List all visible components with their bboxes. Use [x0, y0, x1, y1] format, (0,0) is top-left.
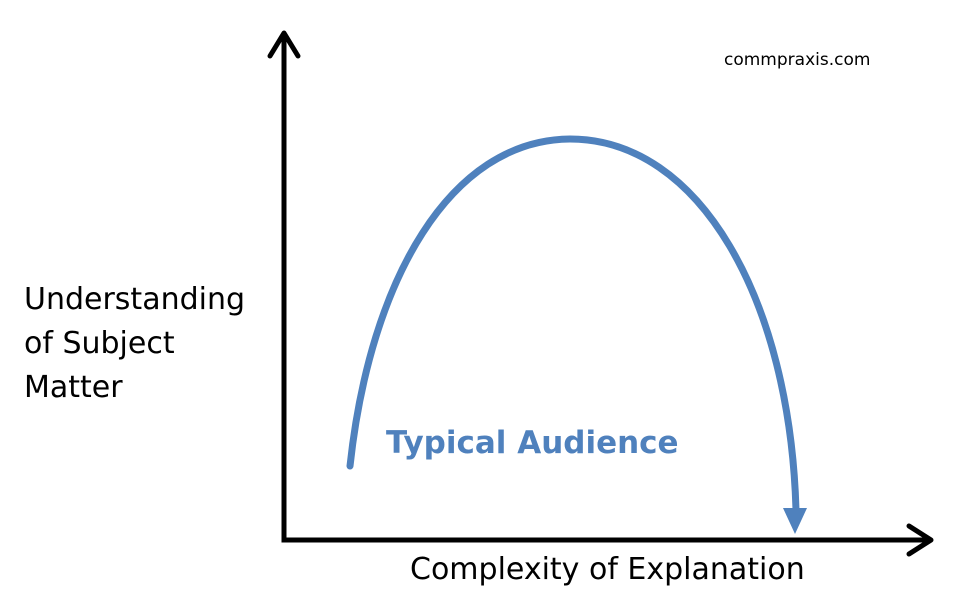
- y-axis-label-line-3: Matter: [24, 370, 123, 405]
- curve-label: Typical Audience: [386, 425, 679, 461]
- y-axis-label: Understanding of Subject Matter: [24, 278, 274, 410]
- watermark: commpraxis.com: [724, 50, 871, 70]
- y-axis-label-line-1: Understanding: [24, 282, 246, 317]
- y-axis-label-line-2: of Subject: [24, 326, 175, 361]
- y-axis-arrowhead: [267, 30, 301, 59]
- x-axis-label: Complexity of Explanation: [410, 552, 805, 587]
- audience-curve: [346, 135, 800, 514]
- x-axis-arrowhead: [906, 523, 934, 557]
- curve-arrowhead: [783, 508, 807, 534]
